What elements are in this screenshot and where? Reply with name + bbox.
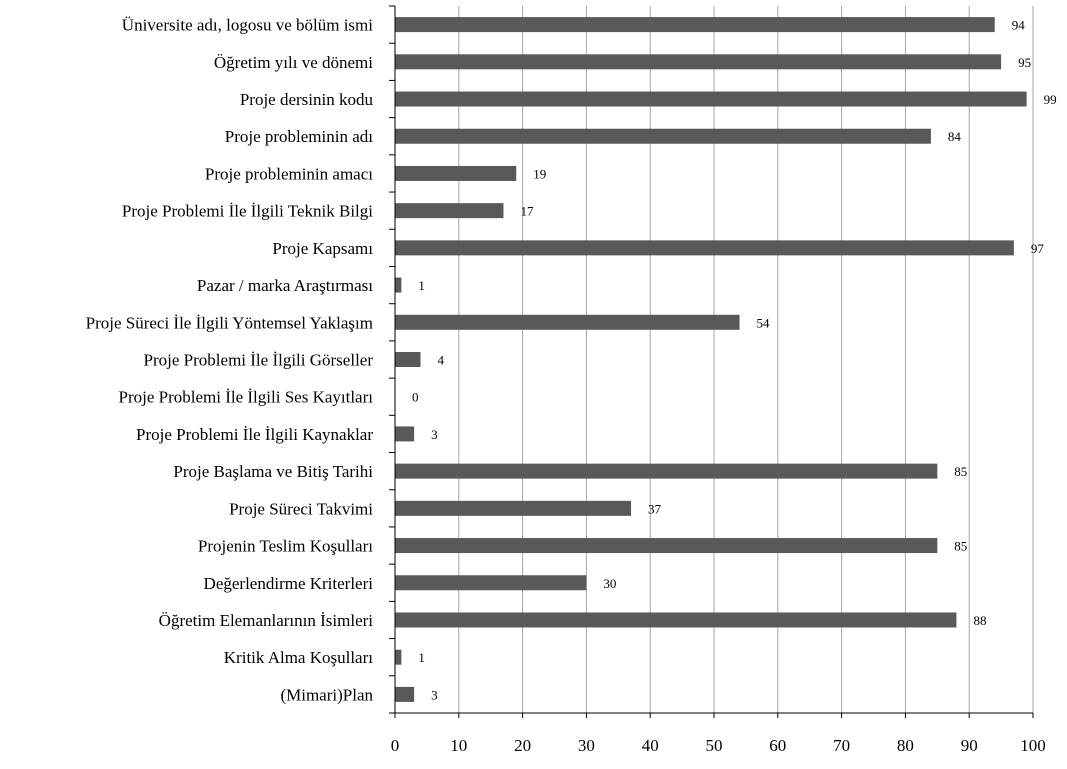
- data-labels: 94 95 99 84 19 17 97 1 54 4 0 3 85 37 85 30 88 1 3: [412, 18, 1057, 703]
- bar: [395, 165, 517, 181]
- data-label: 17: [520, 204, 534, 219]
- data-label: 95: [1018, 55, 1031, 70]
- x-tick-label: 0: [391, 736, 400, 755]
- category-label: Pazar / marka Araştırması: [197, 276, 373, 295]
- category-label: Proje probleminin amacı: [205, 164, 373, 183]
- data-label: 1: [418, 650, 425, 665]
- data-label: 94: [1012, 18, 1026, 33]
- x-tick-label: 20: [514, 736, 531, 755]
- bar: [395, 649, 402, 665]
- bar: [395, 91, 1027, 107]
- x-tick-label: 70: [833, 736, 850, 755]
- bar: [395, 17, 995, 33]
- data-label: 19: [533, 166, 546, 181]
- x-tick-label: 50: [706, 736, 723, 755]
- category-label: (Mimari)Plan: [280, 685, 373, 704]
- category-label: Proje Başlama ve Bitiş Tarihi: [173, 462, 373, 481]
- data-label: 3: [431, 427, 438, 442]
- bars: [395, 17, 1027, 702]
- category-label: Öğretim yılı ve dönemi: [214, 53, 373, 72]
- gridlines: [458, 6, 1034, 713]
- data-label: 88: [973, 613, 986, 628]
- data-label: 3: [431, 687, 438, 702]
- category-label: Proje Problemi İle İlgili Kaynaklar: [136, 425, 373, 444]
- category-label: Proje Problemi İle İlgili Görseller: [144, 351, 374, 370]
- category-label: Öğretim Elemanlarının İsimleri: [159, 611, 374, 630]
- category-label: Proje Problemi İle İlgili Teknik Bilgi: [122, 202, 373, 221]
- x-tick-labels: 0 10 20 30 40 50 60 70 80 90 100: [391, 736, 1046, 755]
- category-label: Proje Problemi İle İlgili Ses Kayıtları: [119, 388, 374, 407]
- bar: [395, 277, 402, 293]
- category-label: Proje dersinin kodu: [240, 90, 374, 109]
- category-label: Değerlendirme Kriterleri: [204, 574, 374, 593]
- category-labels: Üniversite adı, logosu ve bölüm ismi Öğre…: [86, 16, 374, 705]
- x-tick-label: 100: [1020, 736, 1046, 755]
- bar: [395, 240, 1014, 256]
- bar: [395, 54, 1002, 70]
- category-label: Proje Kapsamı: [272, 239, 373, 258]
- axes: [389, 5, 1034, 718]
- category-label: Kritik Alma Koşulları: [224, 648, 373, 667]
- data-label: 0: [412, 390, 419, 405]
- data-label: 97: [1031, 241, 1045, 256]
- data-label: 37: [648, 501, 662, 516]
- x-tick-label: 80: [897, 736, 914, 755]
- data-label: 4: [438, 353, 445, 368]
- category-label: Proje Süreci Takvimi: [229, 499, 373, 518]
- data-label: 1: [418, 278, 425, 293]
- bar: [395, 426, 415, 442]
- x-tick-label: 30: [578, 736, 595, 755]
- bar: [395, 352, 421, 367]
- category-label: Üniversite adı, logosu ve bölüm ismi: [122, 16, 373, 35]
- bar: [395, 500, 632, 516]
- data-label: 54: [757, 315, 771, 330]
- category-label: Proje probleminin adı: [225, 127, 374, 146]
- bar: [395, 463, 938, 479]
- data-label: 85: [954, 539, 967, 554]
- x-tick-label: 90: [961, 736, 978, 755]
- bar: [395, 538, 938, 554]
- bar: [395, 575, 587, 591]
- bar: [395, 203, 504, 219]
- bar: [395, 686, 415, 702]
- bar: [395, 128, 931, 144]
- category-label: Projenin Teslim Koşulları: [198, 537, 373, 556]
- category-label: Proje Süreci İle İlgili Yöntemsel Yaklaş…: [86, 313, 373, 332]
- data-label: 99: [1044, 92, 1057, 107]
- data-label: 30: [603, 576, 616, 591]
- x-tick-label: 60: [769, 736, 786, 755]
- data-label: 84: [948, 129, 962, 144]
- data-label: 85: [954, 464, 967, 479]
- x-tick-label: 10: [450, 736, 467, 755]
- bar: [395, 612, 957, 628]
- bar: [395, 314, 740, 330]
- x-tick-label: 40: [642, 736, 659, 755]
